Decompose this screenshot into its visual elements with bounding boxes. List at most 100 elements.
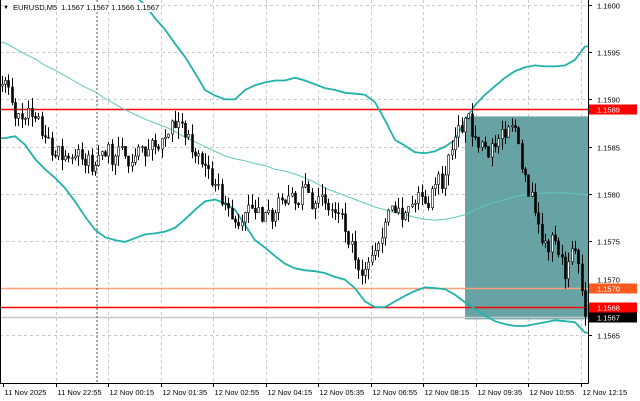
candle-body xyxy=(331,209,334,211)
candle-body xyxy=(504,129,507,138)
y-tick-label: 1.1570 xyxy=(597,276,620,285)
candle xyxy=(377,241,380,258)
candle xyxy=(374,242,377,261)
candle-body xyxy=(281,197,284,201)
chart-header: ▼ EURUSD,M5 1.1567 1.1567 1.1566 1.1567 xyxy=(3,3,162,12)
candle xyxy=(314,200,317,220)
candle xyxy=(21,103,24,129)
candle-body xyxy=(254,208,257,213)
level-label-box xyxy=(589,283,637,294)
candle-body xyxy=(264,212,267,222)
candle xyxy=(71,154,74,165)
candle-body xyxy=(351,241,354,245)
candle-body xyxy=(531,191,534,197)
candle-body xyxy=(354,241,357,261)
candle-body xyxy=(541,224,544,244)
candle-body xyxy=(4,80,7,85)
candle-body xyxy=(401,207,404,220)
candle xyxy=(217,173,220,190)
triangle-down-icon[interactable]: ▼ xyxy=(3,4,9,11)
x-tick-label: 12 Nov 04:15 xyxy=(268,388,313,397)
candle xyxy=(471,103,474,147)
candle xyxy=(551,232,554,262)
candle-body xyxy=(347,231,350,245)
candle-body xyxy=(177,121,180,129)
lower-band xyxy=(0,135,588,334)
candle-body xyxy=(477,136,480,148)
candle-body xyxy=(221,183,224,205)
candle xyxy=(297,202,300,208)
level-label-box xyxy=(589,104,637,115)
candle xyxy=(124,146,127,159)
level-label-box xyxy=(589,302,637,313)
candle xyxy=(561,244,564,265)
candle-body xyxy=(581,263,584,292)
candle-body xyxy=(54,154,57,157)
candle xyxy=(461,117,464,134)
candle-body xyxy=(494,143,497,147)
candle xyxy=(444,165,447,197)
candle-body xyxy=(231,207,234,220)
candle-body xyxy=(534,191,537,213)
candle xyxy=(127,155,130,174)
candle xyxy=(427,196,430,211)
candle xyxy=(144,146,147,167)
candle-body xyxy=(337,212,340,214)
candle-body xyxy=(481,141,484,148)
candle-body xyxy=(517,127,520,144)
candle-body xyxy=(187,134,190,138)
candle xyxy=(181,113,184,129)
candle xyxy=(381,227,384,253)
candle xyxy=(44,125,47,144)
candle xyxy=(384,218,387,246)
candle xyxy=(531,182,534,197)
symbol-label: EURUSD,M5 xyxy=(12,3,58,12)
candle xyxy=(64,150,67,162)
candle xyxy=(504,121,507,144)
candle-body xyxy=(551,234,554,253)
candle-body xyxy=(111,144,114,165)
candle xyxy=(274,209,277,227)
level-label-box xyxy=(589,312,637,323)
candle-body xyxy=(214,184,217,186)
candle xyxy=(557,237,560,258)
candle xyxy=(477,136,480,153)
candle-body xyxy=(174,120,177,129)
candle-body xyxy=(301,186,304,206)
candle xyxy=(481,140,484,152)
candle xyxy=(257,197,260,214)
candle-body xyxy=(451,149,454,156)
candle xyxy=(447,153,450,186)
candle-body xyxy=(251,204,254,209)
candle xyxy=(267,199,270,215)
candle-body xyxy=(217,183,220,186)
candle xyxy=(431,185,434,211)
candle-body xyxy=(417,192,420,204)
candle-body xyxy=(124,146,127,157)
candle-body xyxy=(104,151,107,157)
candle-body xyxy=(1,83,4,87)
candle-body xyxy=(144,146,147,157)
candle xyxy=(547,239,550,261)
candle-body xyxy=(484,141,487,147)
candle xyxy=(84,153,87,174)
candle xyxy=(231,199,234,220)
candle xyxy=(354,230,357,269)
price-axis-bg xyxy=(589,0,640,401)
candle xyxy=(567,252,570,288)
candle-body xyxy=(371,254,374,263)
candle-body xyxy=(27,107,30,119)
candle xyxy=(534,183,537,217)
x-tick-label: 12 Nov 10:55 xyxy=(530,388,575,397)
candle xyxy=(341,208,344,220)
candle-body xyxy=(261,207,264,222)
candle-body xyxy=(117,146,120,157)
candle-body xyxy=(377,243,380,251)
price-axis[interactable]: 1.1600 1.1595 1.1590 1.1585 1.1580 1.1575 1.15… xyxy=(588,2,620,341)
y-tick-label: 1.1585 xyxy=(597,144,620,153)
time-axis[interactable]: 11 Nov 2025 11 Nov 22:55 12 Nov 00:15 12 No… xyxy=(3,383,628,397)
candle xyxy=(187,129,190,140)
candle-body xyxy=(61,146,64,161)
candle xyxy=(171,119,174,142)
